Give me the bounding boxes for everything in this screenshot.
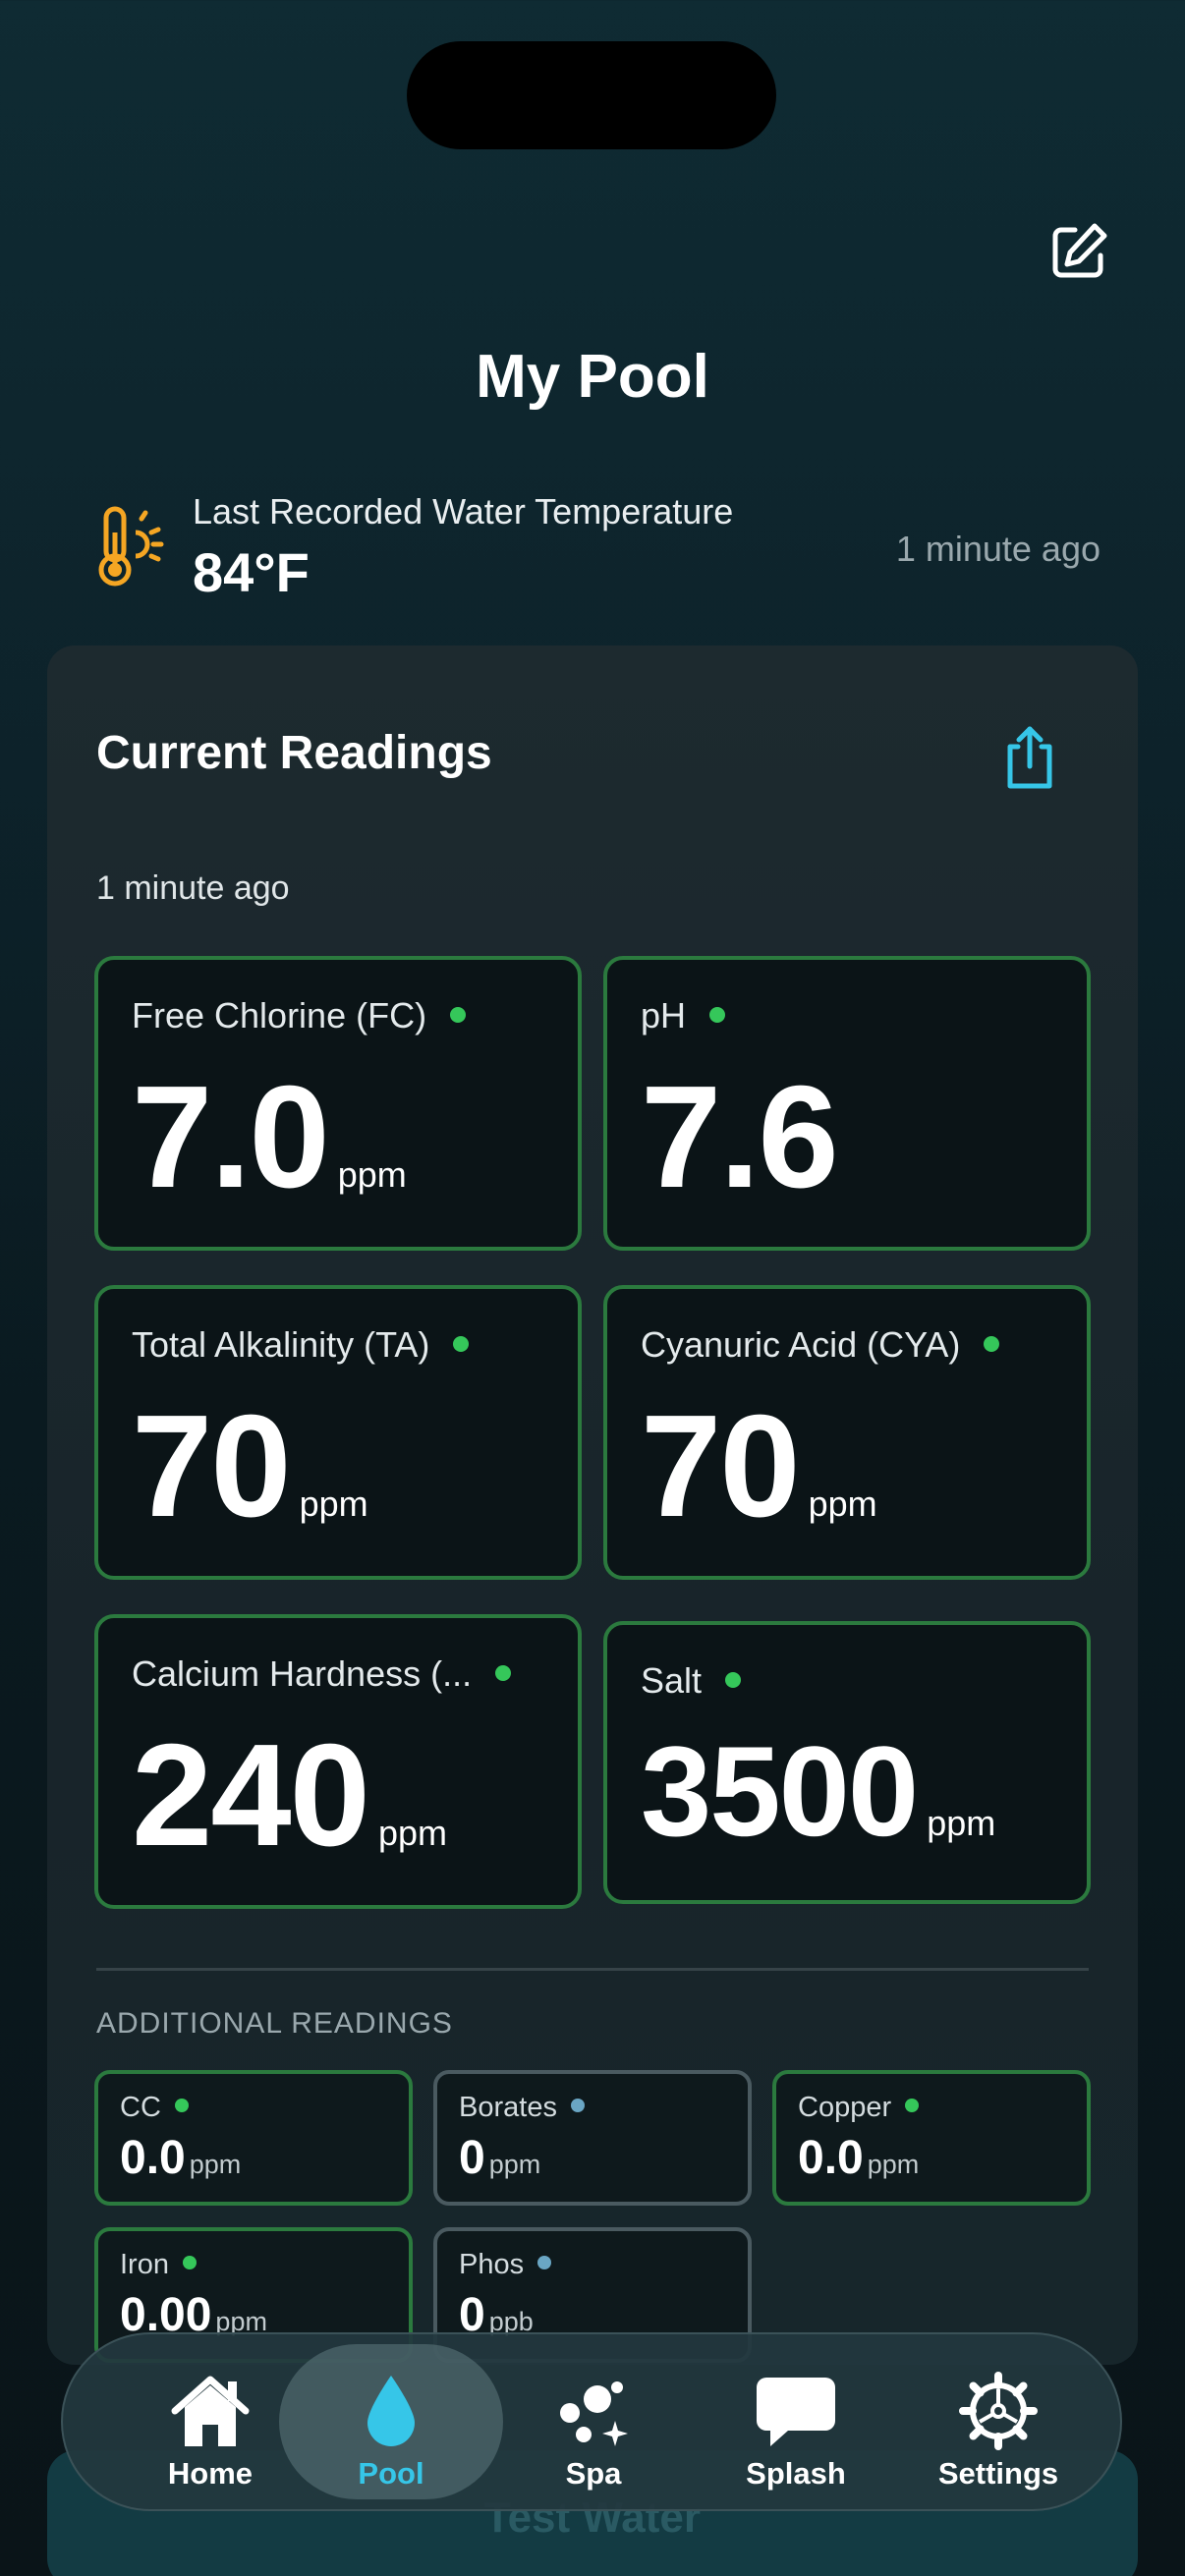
status-dot bbox=[495, 1665, 512, 1682]
status-dot bbox=[537, 2256, 552, 2270]
tab-label: Home bbox=[167, 2456, 254, 2491]
temperature-value: 84°F bbox=[193, 541, 310, 603]
thermometer-sun-icon bbox=[98, 506, 164, 587]
readings-time: 1 minute ago bbox=[96, 869, 290, 907]
tile-unit: ppm bbox=[337, 1154, 407, 1195]
mini-label: Iron bbox=[120, 2249, 169, 2280]
tile-value: 70 bbox=[132, 1385, 292, 1547]
tile-unit: ppm bbox=[927, 1803, 996, 1843]
status-dot bbox=[984, 1336, 1000, 1353]
section-divider bbox=[96, 1968, 1089, 1971]
tab-bar: Home Pool Spa Splash bbox=[61, 2332, 1122, 2511]
status-dot bbox=[174, 2099, 189, 2113]
tab-label: Splash bbox=[746, 2456, 846, 2491]
page-title: My Pool bbox=[476, 343, 709, 411]
tab-label: Spa bbox=[565, 2456, 622, 2491]
reading-tile-total-alkalinity[interactable]: Total Alkalinity (TA) 70 ppm bbox=[94, 1285, 582, 1580]
mini-label: CC bbox=[120, 2092, 161, 2123]
tab-splash[interactable]: Splash bbox=[698, 2334, 894, 2509]
tab-home[interactable]: Home bbox=[112, 2334, 309, 2509]
share-icon bbox=[1007, 726, 1052, 789]
additional-tile-copper[interactable]: Copper 0.0 ppm bbox=[772, 2070, 1091, 2206]
additional-tile-borates[interactable]: Borates 0 ppm bbox=[433, 2070, 752, 2206]
temperature-label: Last Recorded Water Temperature bbox=[193, 491, 734, 532]
tab-label: Pool bbox=[358, 2456, 424, 2491]
additional-readings-title: ADDITIONAL READINGS bbox=[96, 2007, 453, 2040]
share-button[interactable] bbox=[990, 718, 1069, 797]
status-dot bbox=[905, 2099, 920, 2113]
gear-icon bbox=[959, 2372, 1038, 2450]
water-temperature-row: Last Recorded Water Temperature 84°F 1 m… bbox=[88, 491, 1100, 609]
tile-value: 3500 bbox=[641, 1719, 919, 1863]
mini-label: Copper bbox=[798, 2092, 892, 2123]
tab-label: Settings bbox=[937, 2456, 1059, 2491]
tile-label: pH bbox=[641, 995, 687, 1036]
tile-label: Cyanuric Acid (CYA) bbox=[641, 1324, 961, 1365]
mini-label: Phos bbox=[459, 2249, 525, 2280]
reading-tile-calcium-hardness[interactable]: Calcium Hardness (... 240 ppm bbox=[94, 1614, 582, 1909]
tab-spa[interactable]: Spa bbox=[495, 2334, 692, 2509]
chat-bubble-icon bbox=[757, 2378, 835, 2446]
status-dot bbox=[453, 1336, 470, 1353]
tile-label: Total Alkalinity (TA) bbox=[132, 1324, 430, 1365]
additional-tile-cc[interactable]: CC 0.0 ppm bbox=[94, 2070, 413, 2206]
status-dot bbox=[709, 1007, 726, 1024]
mini-unit: ppb bbox=[488, 2307, 534, 2336]
tile-value: 7.6 bbox=[641, 1056, 839, 1218]
bubbles-icon bbox=[560, 2381, 628, 2446]
edit-button[interactable] bbox=[1040, 212, 1118, 291]
house-icon bbox=[171, 2376, 250, 2446]
mini-unit: ppm bbox=[215, 2307, 267, 2336]
reading-tile-free-chlorine[interactable]: Free Chlorine (FC) 7.0 ppm bbox=[94, 956, 582, 1251]
status-dot bbox=[182, 2256, 197, 2270]
current-readings-card: Current Readings 1 minute ago Free Chlor… bbox=[47, 645, 1138, 2365]
tile-value: 240 bbox=[132, 1714, 370, 1876]
tab-pool[interactable]: Pool bbox=[293, 2334, 489, 2509]
mini-unit: ppm bbox=[488, 2150, 541, 2179]
temperature-time: 1 minute ago bbox=[895, 529, 1100, 569]
mini-value: 0 bbox=[459, 2132, 485, 2184]
edit-icon bbox=[1052, 223, 1107, 278]
water-drop-icon bbox=[367, 2376, 415, 2446]
tile-label: Calcium Hardness (... bbox=[132, 1653, 473, 1694]
status-dot bbox=[725, 1672, 742, 1689]
tile-unit: ppm bbox=[808, 1484, 877, 1524]
tab-settings[interactable]: Settings bbox=[900, 2334, 1097, 2509]
tile-value: 70 bbox=[641, 1385, 801, 1547]
dynamic-island bbox=[407, 41, 776, 149]
current-readings-title: Current Readings bbox=[96, 727, 492, 779]
mini-label: Borates bbox=[459, 2092, 557, 2123]
reading-tile-ph[interactable]: pH 7.6 bbox=[603, 956, 1091, 1251]
tile-value: 7.0 bbox=[132, 1056, 330, 1218]
status-dot bbox=[570, 2099, 585, 2113]
mini-unit: ppm bbox=[189, 2150, 242, 2179]
tile-unit: ppm bbox=[377, 1813, 447, 1853]
reading-tile-salt[interactable]: Salt 3500 ppm bbox=[603, 1621, 1091, 1904]
reading-tile-cyanuric-acid[interactable]: Cyanuric Acid (CYA) 70 ppm bbox=[603, 1285, 1091, 1580]
mini-unit: ppm bbox=[867, 2150, 920, 2179]
mini-value: 0.0 bbox=[798, 2132, 864, 2184]
tile-label: Salt bbox=[641, 1660, 703, 1701]
tile-label: Free Chlorine (FC) bbox=[132, 995, 427, 1036]
tile-unit: ppm bbox=[299, 1484, 368, 1524]
status-dot bbox=[450, 1007, 467, 1024]
mini-value: 0.0 bbox=[120, 2132, 186, 2184]
